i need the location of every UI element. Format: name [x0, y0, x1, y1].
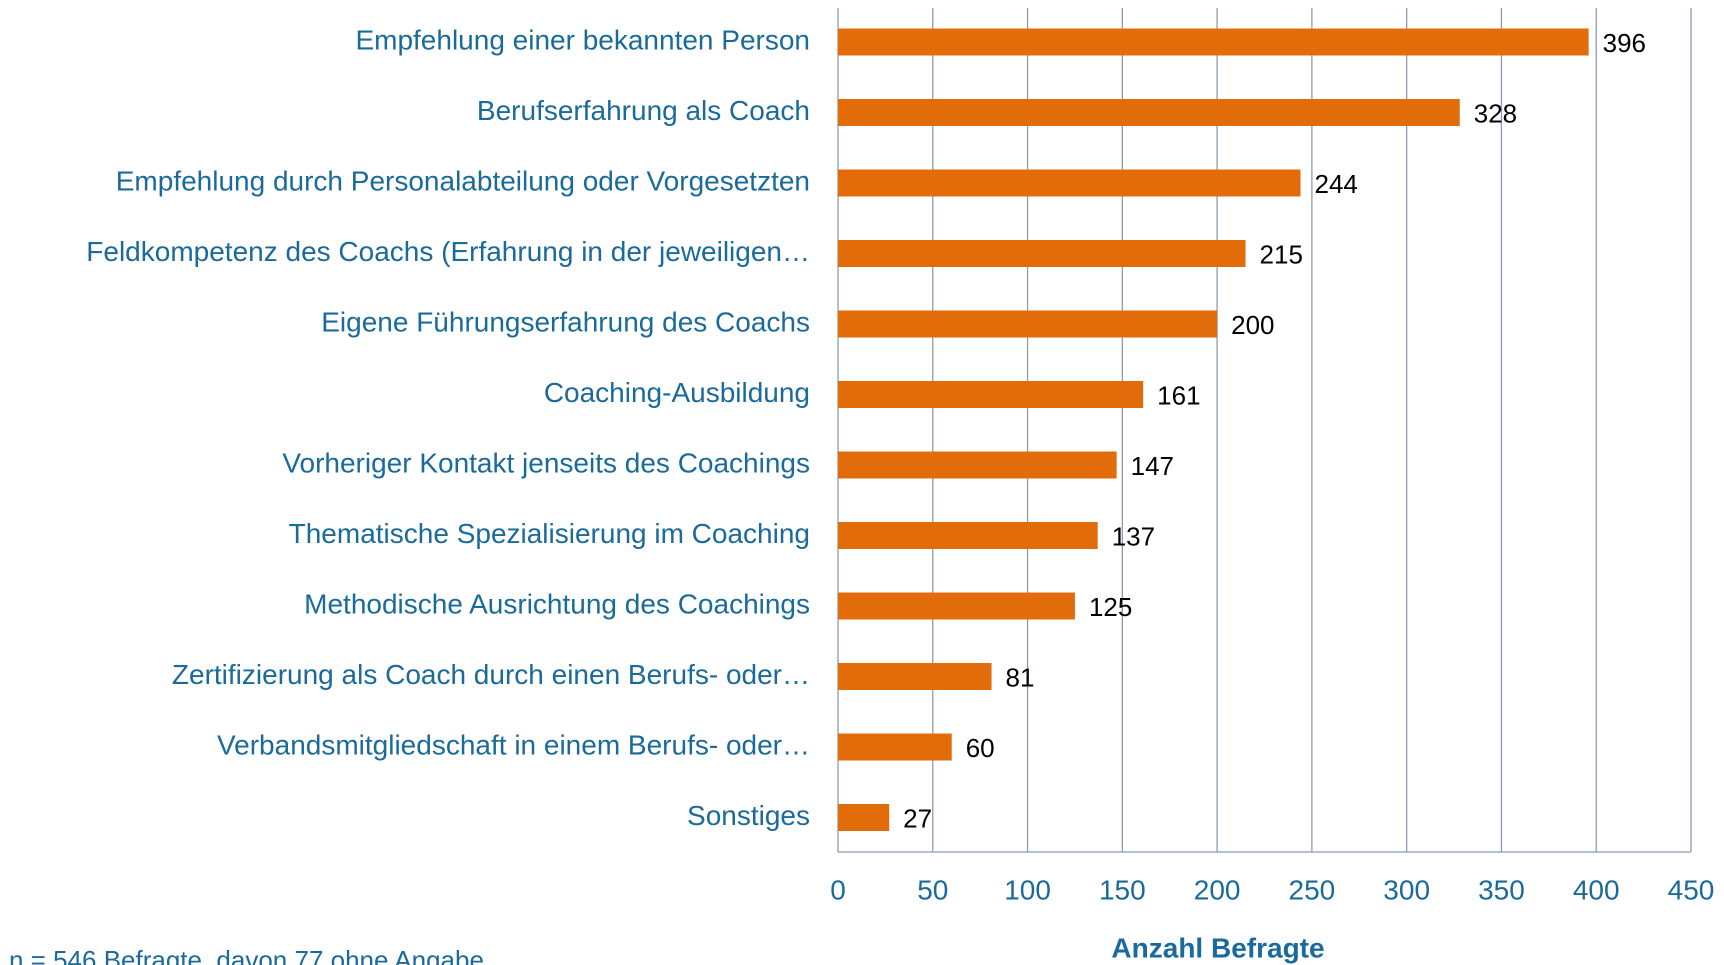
x-tick-label: 450 — [1668, 874, 1715, 905]
bar — [838, 733, 952, 761]
x-tick-label: 400 — [1573, 874, 1620, 905]
category-label: Empfehlung durch Personalabteilung oder … — [116, 165, 810, 196]
category-label: Methodische Ausrichtung des Coachings — [304, 588, 810, 619]
bar — [838, 663, 992, 690]
note: n = 546 Befragte, davon 77 ohne Angabe — [9, 945, 484, 965]
bar — [838, 592, 1075, 620]
category-label: Zertifizierung als Coach durch einen Ber… — [172, 659, 810, 690]
bar — [838, 99, 1460, 126]
bar — [838, 522, 1098, 549]
category-label: Empfehlung einer bekannten Person — [355, 24, 810, 55]
category-label: Coaching-Ausbildung — [544, 377, 810, 408]
value-label: 161 — [1157, 380, 1200, 410]
category-label: Vorheriger Kontakt jenseits des Coaching… — [282, 447, 810, 478]
category-label: Thematische Spezialisierung im Coaching — [289, 518, 810, 549]
value-label: 137 — [1112, 521, 1155, 551]
bar — [838, 310, 1218, 338]
value-label: 27 — [903, 803, 932, 833]
value-label: 215 — [1260, 239, 1303, 269]
category-label: Feldkompetenz des Coachs (Erfahrung in d… — [86, 236, 810, 267]
value-label: 244 — [1315, 169, 1358, 199]
bar — [838, 28, 1589, 56]
bar — [838, 804, 890, 831]
x-tick-label: 50 — [917, 874, 948, 905]
x-tick-label: 150 — [1099, 874, 1146, 905]
value-label: 147 — [1131, 451, 1174, 481]
bar — [838, 169, 1301, 197]
category-label: Eigene Führungserfahrung des Coachs — [321, 306, 810, 337]
value-label: 125 — [1089, 592, 1132, 622]
x-axis-label: Anzahl Befragte — [1111, 932, 1324, 963]
category-label: Verbandsmitgliedschaft in einem Berufs- … — [217, 729, 810, 760]
x-tick-label: 200 — [1194, 874, 1241, 905]
bar — [838, 451, 1117, 479]
value-label: 396 — [1603, 28, 1646, 58]
value-label: 200 — [1231, 310, 1274, 340]
bar — [838, 381, 1144, 408]
x-tick-label: 300 — [1383, 874, 1430, 905]
x-tick-label: 100 — [1004, 874, 1051, 905]
category-label: Sonstiges — [687, 800, 810, 831]
value-label: 81 — [1006, 662, 1035, 692]
category-label: Berufserfahrung als Coach — [477, 95, 810, 126]
bar — [838, 240, 1246, 267]
value-label: 328 — [1474, 98, 1517, 128]
x-tick-label: 350 — [1478, 874, 1525, 905]
x-tick-label: 250 — [1289, 874, 1336, 905]
value-label: 60 — [966, 733, 995, 763]
x-tick-label: 0 — [830, 874, 846, 905]
